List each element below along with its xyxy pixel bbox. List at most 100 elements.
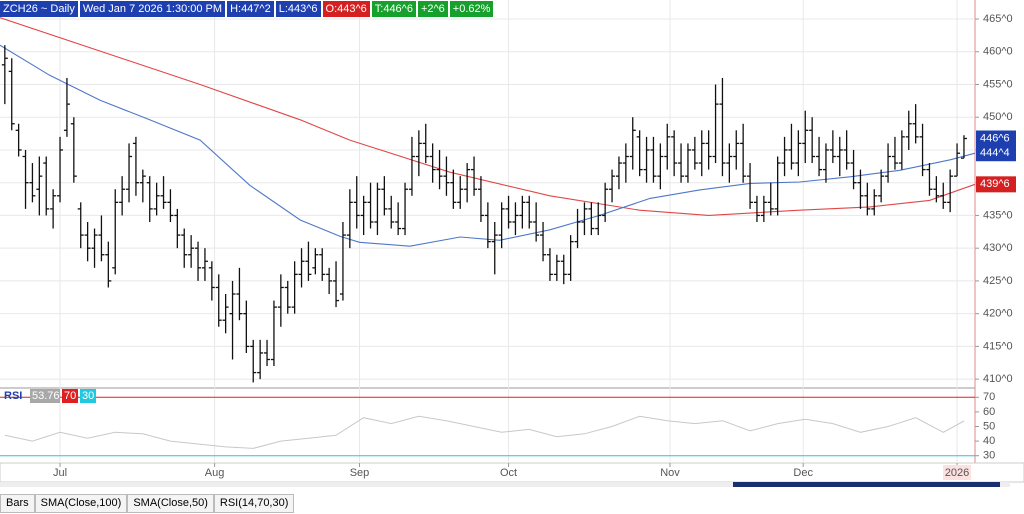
price-bar — [615, 156, 622, 190]
price-bar — [181, 228, 188, 268]
price-bar — [98, 215, 105, 262]
price-bar — [602, 182, 609, 222]
y-tick-label: 460^0 — [983, 46, 1013, 58]
price-bar — [112, 189, 119, 275]
price-bar — [429, 143, 436, 183]
price-bar — [298, 248, 305, 288]
price-bar — [657, 143, 664, 190]
tab[interactable]: SMA(Close,100) — [34, 494, 128, 513]
price-bar — [50, 189, 57, 229]
price-bar — [43, 156, 50, 216]
price-bar — [464, 163, 471, 203]
y-tick-label: 430^0 — [983, 242, 1013, 254]
price-bar — [8, 58, 15, 131]
price-bar — [160, 176, 167, 209]
y-tick-label: 435^0 — [983, 209, 1013, 221]
price-bar — [63, 77, 70, 137]
price-bar — [940, 182, 947, 209]
price-bar — [471, 156, 478, 196]
price-bar — [277, 274, 284, 327]
price-bar — [36, 156, 43, 216]
price-bar — [257, 339, 264, 380]
price-bar — [864, 182, 871, 216]
last-value-label: 444^4 — [980, 147, 1010, 159]
price-bar — [291, 261, 298, 314]
price-bar — [284, 280, 291, 314]
price-bar — [753, 195, 760, 222]
price-bar — [767, 182, 774, 216]
rsi-line — [4, 415, 965, 449]
price-bar — [912, 104, 919, 144]
y-tick-label: 455^0 — [983, 78, 1013, 90]
price-bar — [781, 136, 788, 177]
scroll-thumb — [733, 482, 1000, 487]
price-bar — [595, 202, 602, 236]
price-bar — [553, 254, 560, 281]
change-pct: +0.62% — [449, 1, 494, 17]
price-bar — [505, 195, 512, 229]
price-bar — [850, 149, 857, 190]
y-tick-label: 30 — [983, 450, 995, 462]
price-bar — [684, 143, 691, 183]
price-bar — [512, 202, 519, 236]
price-bar — [126, 143, 133, 203]
price-bar — [698, 130, 705, 177]
price-bar — [650, 136, 657, 183]
price-bar — [671, 130, 678, 177]
price-bar — [305, 241, 312, 281]
legend-box — [80, 389, 96, 403]
symbol: ZCH26 ~ Daily — [0, 1, 78, 17]
price-bar — [236, 267, 243, 321]
legend-value: 30 — [82, 390, 94, 402]
price-bar — [960, 135, 967, 159]
price-bar — [222, 294, 229, 334]
y-tick-label: 465^0 — [983, 13, 1013, 25]
last-value-box — [976, 130, 1016, 147]
price-bar — [574, 208, 581, 249]
price-bar — [726, 143, 733, 183]
price-bar — [802, 110, 809, 164]
price-bar — [871, 189, 878, 216]
price-bar — [360, 195, 367, 236]
price-bar — [484, 202, 491, 249]
price-bar — [664, 123, 671, 170]
price-bar — [788, 123, 795, 170]
price-bar — [636, 130, 643, 177]
panel-title: RSI — [4, 390, 22, 402]
price-bar — [215, 274, 222, 327]
x-tick-label: Oct — [500, 467, 517, 479]
price-bar — [843, 130, 850, 170]
price-bar — [809, 117, 816, 164]
price-bar — [264, 339, 271, 367]
price-bar — [422, 123, 429, 164]
price-bar — [816, 136, 823, 177]
high: H:447^2 — [227, 1, 274, 17]
price-bar — [926, 163, 933, 196]
price-bar — [346, 189, 353, 249]
price-bar — [15, 123, 22, 157]
price-bar — [719, 77, 726, 177]
y-tick-label: 425^0 — [983, 275, 1013, 287]
last-value-box — [976, 176, 1016, 193]
price-bar — [229, 280, 236, 360]
price-bar — [153, 182, 160, 216]
price-bar — [457, 176, 464, 209]
tab[interactable]: Bars — [0, 494, 35, 513]
price-bar — [70, 117, 77, 183]
x-tick-label: Sep — [350, 467, 370, 479]
price-bar — [747, 163, 754, 209]
price-bar — [540, 221, 547, 262]
price-bar — [878, 169, 885, 203]
legend-value: 70 — [64, 390, 76, 402]
tab[interactable]: SMA(Close,50) — [127, 494, 214, 513]
price-bar — [195, 241, 202, 281]
price-bar — [312, 248, 319, 275]
tab[interactable]: RSI(14,70,30) — [213, 494, 295, 513]
price-bar — [29, 163, 36, 203]
y-tick-label: 415^0 — [983, 340, 1013, 352]
price-bar — [270, 300, 277, 367]
price-bar — [919, 123, 926, 177]
last-value-box — [976, 145, 1016, 162]
